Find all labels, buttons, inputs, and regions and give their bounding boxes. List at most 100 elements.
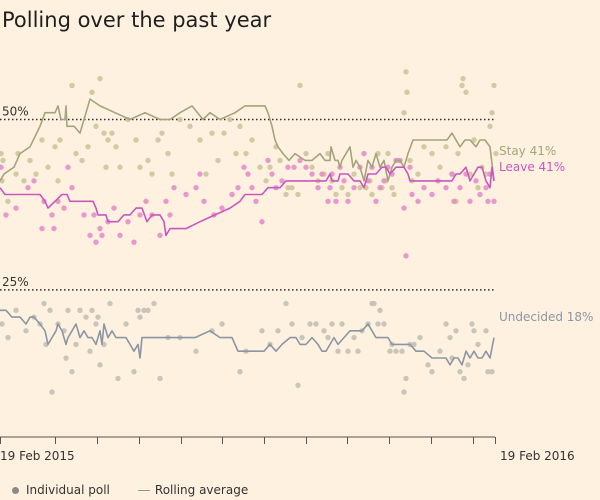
poll-point-stay bbox=[357, 184, 363, 191]
poll-point-leave bbox=[125, 219, 131, 225]
poll-point-leave bbox=[265, 157, 271, 164]
poll-point-stay bbox=[455, 150, 461, 157]
poll-point-undecided bbox=[401, 389, 407, 395]
poll-point-leave bbox=[269, 171, 275, 177]
poll-point-stay bbox=[237, 123, 243, 130]
poll-point-leave bbox=[65, 164, 71, 170]
poll-point-stay bbox=[21, 178, 27, 184]
poll-point-undecided bbox=[83, 314, 89, 320]
poll-point-stay bbox=[429, 150, 435, 157]
poll-point-undecided bbox=[425, 362, 431, 368]
poll-point-leave bbox=[403, 253, 409, 259]
poll-point-stay bbox=[325, 150, 331, 157]
chart-title: Polling over the past year bbox=[2, 8, 272, 32]
poll-point-undecided bbox=[381, 321, 387, 327]
poll-point-stay bbox=[52, 144, 58, 150]
poll-point-undecided bbox=[461, 375, 467, 382]
poll-point-undecided bbox=[95, 314, 101, 320]
poll-point-stay bbox=[460, 75, 466, 82]
poll-point-leave bbox=[157, 232, 163, 239]
poll-point-stay bbox=[101, 130, 107, 136]
poll-point-leave bbox=[345, 198, 351, 204]
poll-point-leave bbox=[143, 198, 149, 204]
poll-point-undecided bbox=[329, 321, 335, 327]
poll-point-undecided bbox=[345, 348, 351, 354]
poll-point-leave bbox=[483, 184, 489, 191]
poll-point-undecided bbox=[87, 348, 93, 354]
poll-point-undecided bbox=[65, 307, 71, 314]
poll-point-stay bbox=[177, 116, 183, 123]
poll-point-stay bbox=[401, 110, 407, 116]
poll-point-undecided bbox=[259, 328, 265, 334]
reference-line-label-25: 25% bbox=[2, 275, 29, 289]
reference-line-label-50: 50% bbox=[2, 105, 29, 119]
poll-point-undecided bbox=[351, 334, 357, 341]
poll-point-stay bbox=[97, 75, 103, 82]
poll-point-undecided bbox=[93, 321, 99, 327]
poll-point-undecided bbox=[5, 334, 11, 341]
poll-point-stay bbox=[267, 164, 273, 170]
poll-point-leave bbox=[449, 171, 455, 177]
poll-point-leave bbox=[97, 225, 103, 232]
poll-point-stay bbox=[89, 89, 95, 95]
poll-point-stay bbox=[391, 191, 397, 198]
poll-point-stay bbox=[39, 137, 45, 143]
poll-point-undecided bbox=[135, 307, 141, 314]
poll-point-undecided bbox=[471, 328, 477, 334]
poll-point-undecided bbox=[145, 307, 151, 314]
poll-point-undecided bbox=[73, 341, 79, 348]
poll-point-stay bbox=[295, 191, 301, 198]
poll-point-undecided bbox=[47, 307, 53, 314]
poll-point-leave bbox=[193, 184, 199, 191]
poll-point-stay bbox=[389, 184, 395, 191]
poll-point-leave bbox=[81, 212, 87, 218]
poll-point-undecided bbox=[417, 334, 423, 341]
poll-point-leave bbox=[327, 184, 333, 191]
poll-point-leave bbox=[167, 212, 173, 218]
poll-point-leave bbox=[99, 232, 105, 239]
poll-point-stay bbox=[385, 150, 391, 157]
poll-point-stay bbox=[309, 164, 315, 170]
poll-point-stay bbox=[475, 184, 481, 191]
poll-point-leave bbox=[401, 205, 407, 211]
poll-point-leave bbox=[91, 212, 97, 218]
poll-point-leave bbox=[25, 184, 31, 191]
poll-point-leave bbox=[197, 171, 203, 177]
poll-point-stay bbox=[169, 171, 175, 177]
poll-point-stay bbox=[209, 130, 215, 136]
poll-point-stay bbox=[85, 144, 91, 150]
poll-point-stay bbox=[113, 144, 119, 150]
poll-point-undecided bbox=[325, 334, 331, 341]
poll-point-undecided bbox=[377, 307, 383, 314]
poll-point-undecided bbox=[77, 307, 83, 314]
poll-point-stay bbox=[45, 164, 51, 170]
poll-point-stay bbox=[93, 123, 99, 130]
poll-point-undecided bbox=[97, 362, 103, 368]
poll-point-stay bbox=[403, 69, 409, 75]
poll-point-undecided bbox=[447, 334, 453, 341]
poll-point-leave bbox=[49, 212, 55, 218]
poll-point-leave bbox=[39, 225, 45, 232]
poll-point-stay bbox=[333, 191, 339, 198]
poll-point-undecided bbox=[457, 368, 463, 375]
poll-point-leave bbox=[485, 198, 491, 204]
poll-point-stay bbox=[489, 110, 495, 116]
poll-point-stay bbox=[487, 123, 493, 130]
poll-point-leave bbox=[3, 212, 9, 218]
poll-point-stay bbox=[105, 137, 111, 143]
poll-point-leave bbox=[467, 198, 473, 204]
poll-point-stay bbox=[243, 150, 249, 157]
poll-point-undecided bbox=[123, 321, 129, 327]
poll-point-undecided bbox=[469, 321, 475, 327]
rolling-average-line-undecided bbox=[0, 309, 495, 366]
poll-point-undecided bbox=[465, 362, 471, 368]
poll-point-leave bbox=[361, 150, 367, 157]
poll-point-leave bbox=[315, 184, 321, 191]
poll-point-undecided bbox=[393, 348, 399, 354]
poll-point-undecided bbox=[335, 348, 341, 354]
poll-point-stay bbox=[215, 157, 221, 164]
poll-point-leave bbox=[163, 198, 169, 204]
poll-point-leave bbox=[309, 171, 315, 177]
poll-point-undecided bbox=[63, 355, 69, 361]
poll-point-undecided bbox=[23, 328, 29, 334]
